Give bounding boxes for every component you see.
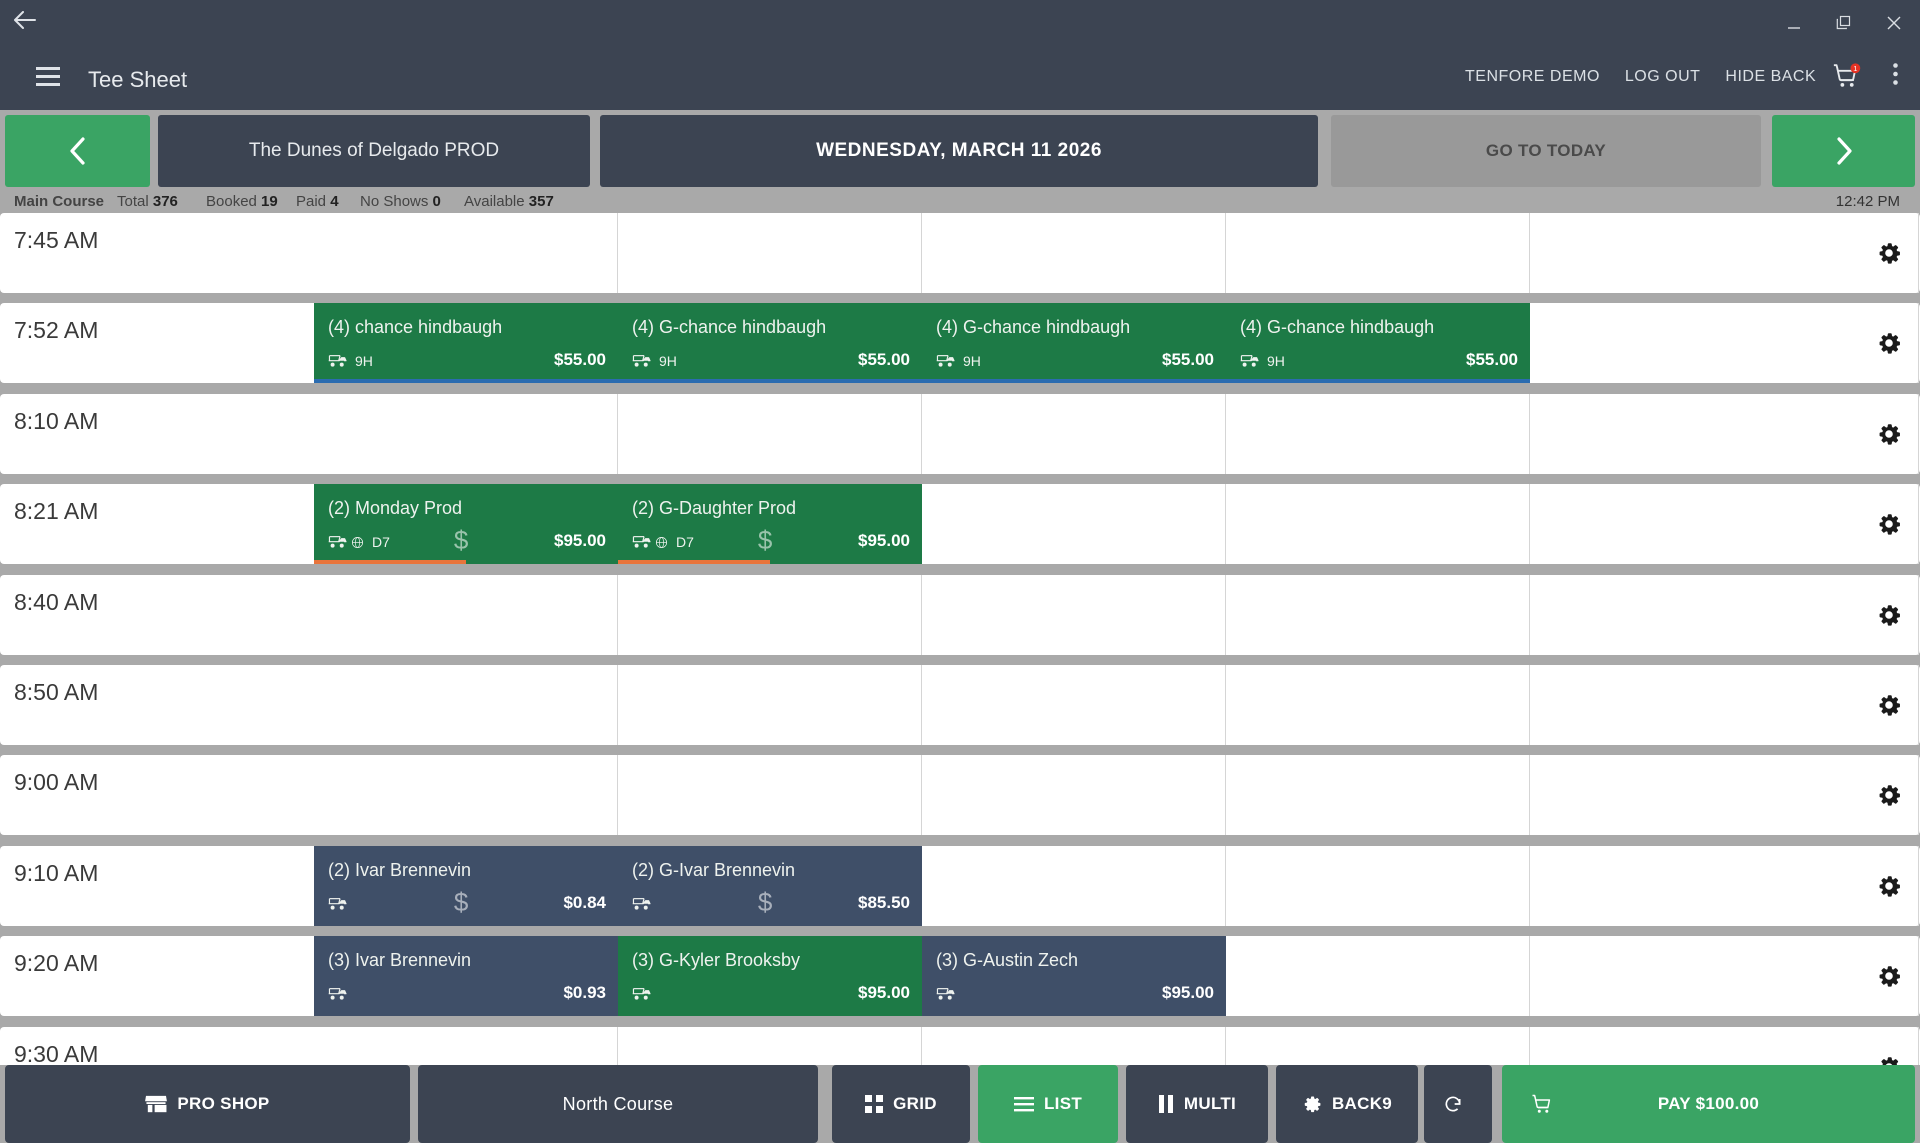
svg-text:1: 1 bbox=[1853, 64, 1857, 73]
